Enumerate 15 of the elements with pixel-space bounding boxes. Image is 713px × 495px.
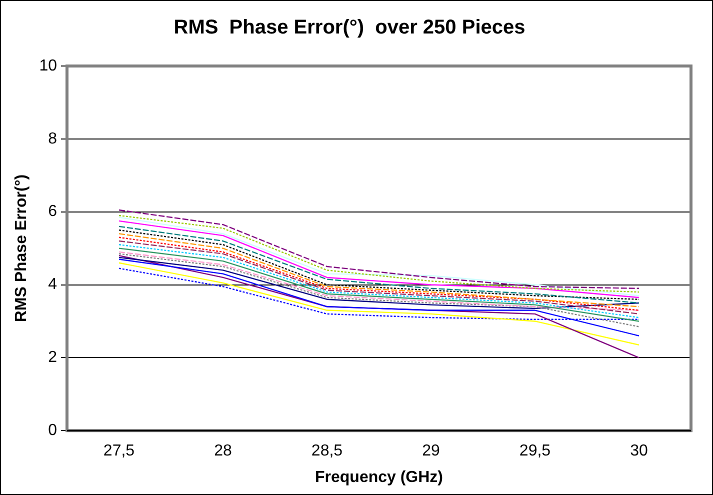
y-tick-label: 10 [39,57,58,74]
y-tick-label: 8 [48,130,58,148]
x-tick-label: 27,5 [103,442,135,460]
x-tick-label: 28 [214,442,232,460]
y-tick-label: 2 [48,349,58,366]
x-tick-label: 30 [630,442,648,460]
y-tick-label: 4 [48,276,58,294]
y-axis-title: RMS Phase Error(°) [13,174,30,322]
y-tick-label: 0 [48,422,58,440]
chart-title: RMS Phase Error(°) over 250 Pieces [174,16,526,39]
x-tick-label: 28,5 [311,442,343,460]
x-axis-title: Frequency (GHz) [314,468,444,486]
x-tick-label: 29,5 [519,442,551,460]
y-tick-label: 6 [48,203,58,220]
x-tick-label: 29 [422,442,440,460]
